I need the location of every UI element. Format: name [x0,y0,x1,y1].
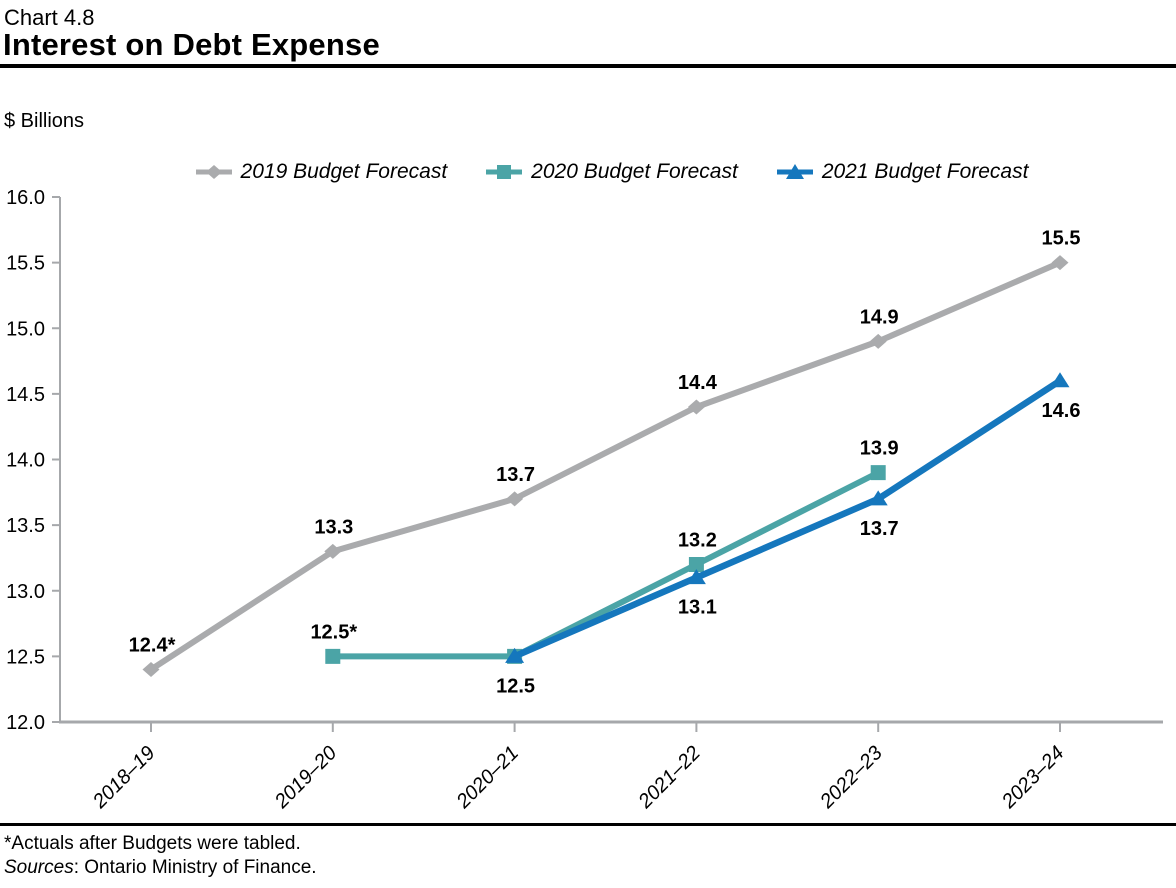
legend-item: 2019 Budget Forecast [195,160,448,184]
data-point-marker [1051,255,1069,271]
legend-marker-triangle-icon [776,164,813,179]
legend-label: 2021 Budget Forecast [821,160,1029,183]
data-point-label: 13.9 [860,438,899,460]
series-line [149,259,1062,673]
x-tick-label: 2021–22 [634,742,705,813]
y-tick-label: 15.0 [6,318,45,340]
sources-word: Sources [4,857,74,878]
y-tick-label: 15.5 [6,253,45,275]
data-point-marker [325,648,341,664]
data-point-label: 14.4 [678,372,718,394]
y-tick-label: 13.0 [6,581,45,603]
data-point-marker [324,543,342,559]
data-point-marker [869,333,887,349]
data-point-label: 13.7 [860,518,899,540]
y-axis-unit-label: $ Billions [4,110,85,132]
data-point-label: 13.2 [678,530,717,552]
y-tick-label: 16.0 [6,187,45,209]
data-point-label: 13.3 [314,516,353,538]
y-tick-label: 13.5 [6,515,45,537]
data-point-label: 12.5 [496,675,535,697]
data-point-label: 15.5 [1042,228,1081,250]
legend: 2019 Budget Forecast 2020 Budget Forecast… [60,157,1163,187]
x-tick-label: 2022–23 [815,742,886,813]
legend-marker-square-icon [486,165,523,179]
data-point-label: 12.5* [310,621,357,643]
data-point-marker [870,465,886,481]
data-point-label: 12.4* [129,635,176,657]
data-point-label: 14.6 [1042,400,1081,422]
series-line [332,469,880,660]
footer-rule [0,823,1176,826]
data-point-marker [686,569,706,585]
x-tick-label: 2023–24 [997,742,1068,813]
data-point-label: 13.1 [678,597,717,619]
data-point-marker [688,557,704,572]
legend-label: 2019 Budget Forecast [240,160,448,183]
page-title: Interest on Debt Expense [3,27,380,62]
data-point-marker [142,662,160,677]
legend-item: 2020 Budget Forecast [485,160,738,184]
y-tick-label: 14.5 [6,384,45,406]
y-tick-label: 12.5 [6,646,45,668]
x-tick-label: 2019–20 [270,742,341,813]
legend-marker-diamond-icon [195,165,232,179]
x-tick-label: 2020–21 [452,742,523,813]
series-line [513,378,1062,660]
footnote-actuals: *Actuals after Budgets were tabled. [4,833,301,854]
data-point-marker [505,647,525,663]
y-tick-label: 14.0 [6,450,45,472]
x-tick-label: 2018–19 [88,742,159,813]
footnote-sources: Sources: Ontario Ministry of Finance. [4,857,317,879]
data-point-marker [687,399,705,415]
y-tick-label: 12.0 [6,712,45,734]
sources-text: : Ontario Ministry of Finance. [73,857,317,878]
header-rule [0,64,1176,68]
data-point-label: 14.9 [860,306,899,328]
legend-item: 2021 Budget Forecast [776,160,1029,184]
chart-number: Chart 4.8 [4,5,95,30]
data-point-marker [1050,372,1070,388]
data-point-marker [868,490,888,506]
data-point-marker [506,491,524,507]
data-point-label: 13.7 [496,464,535,486]
legend-label: 2020 Budget Forecast [531,160,738,183]
